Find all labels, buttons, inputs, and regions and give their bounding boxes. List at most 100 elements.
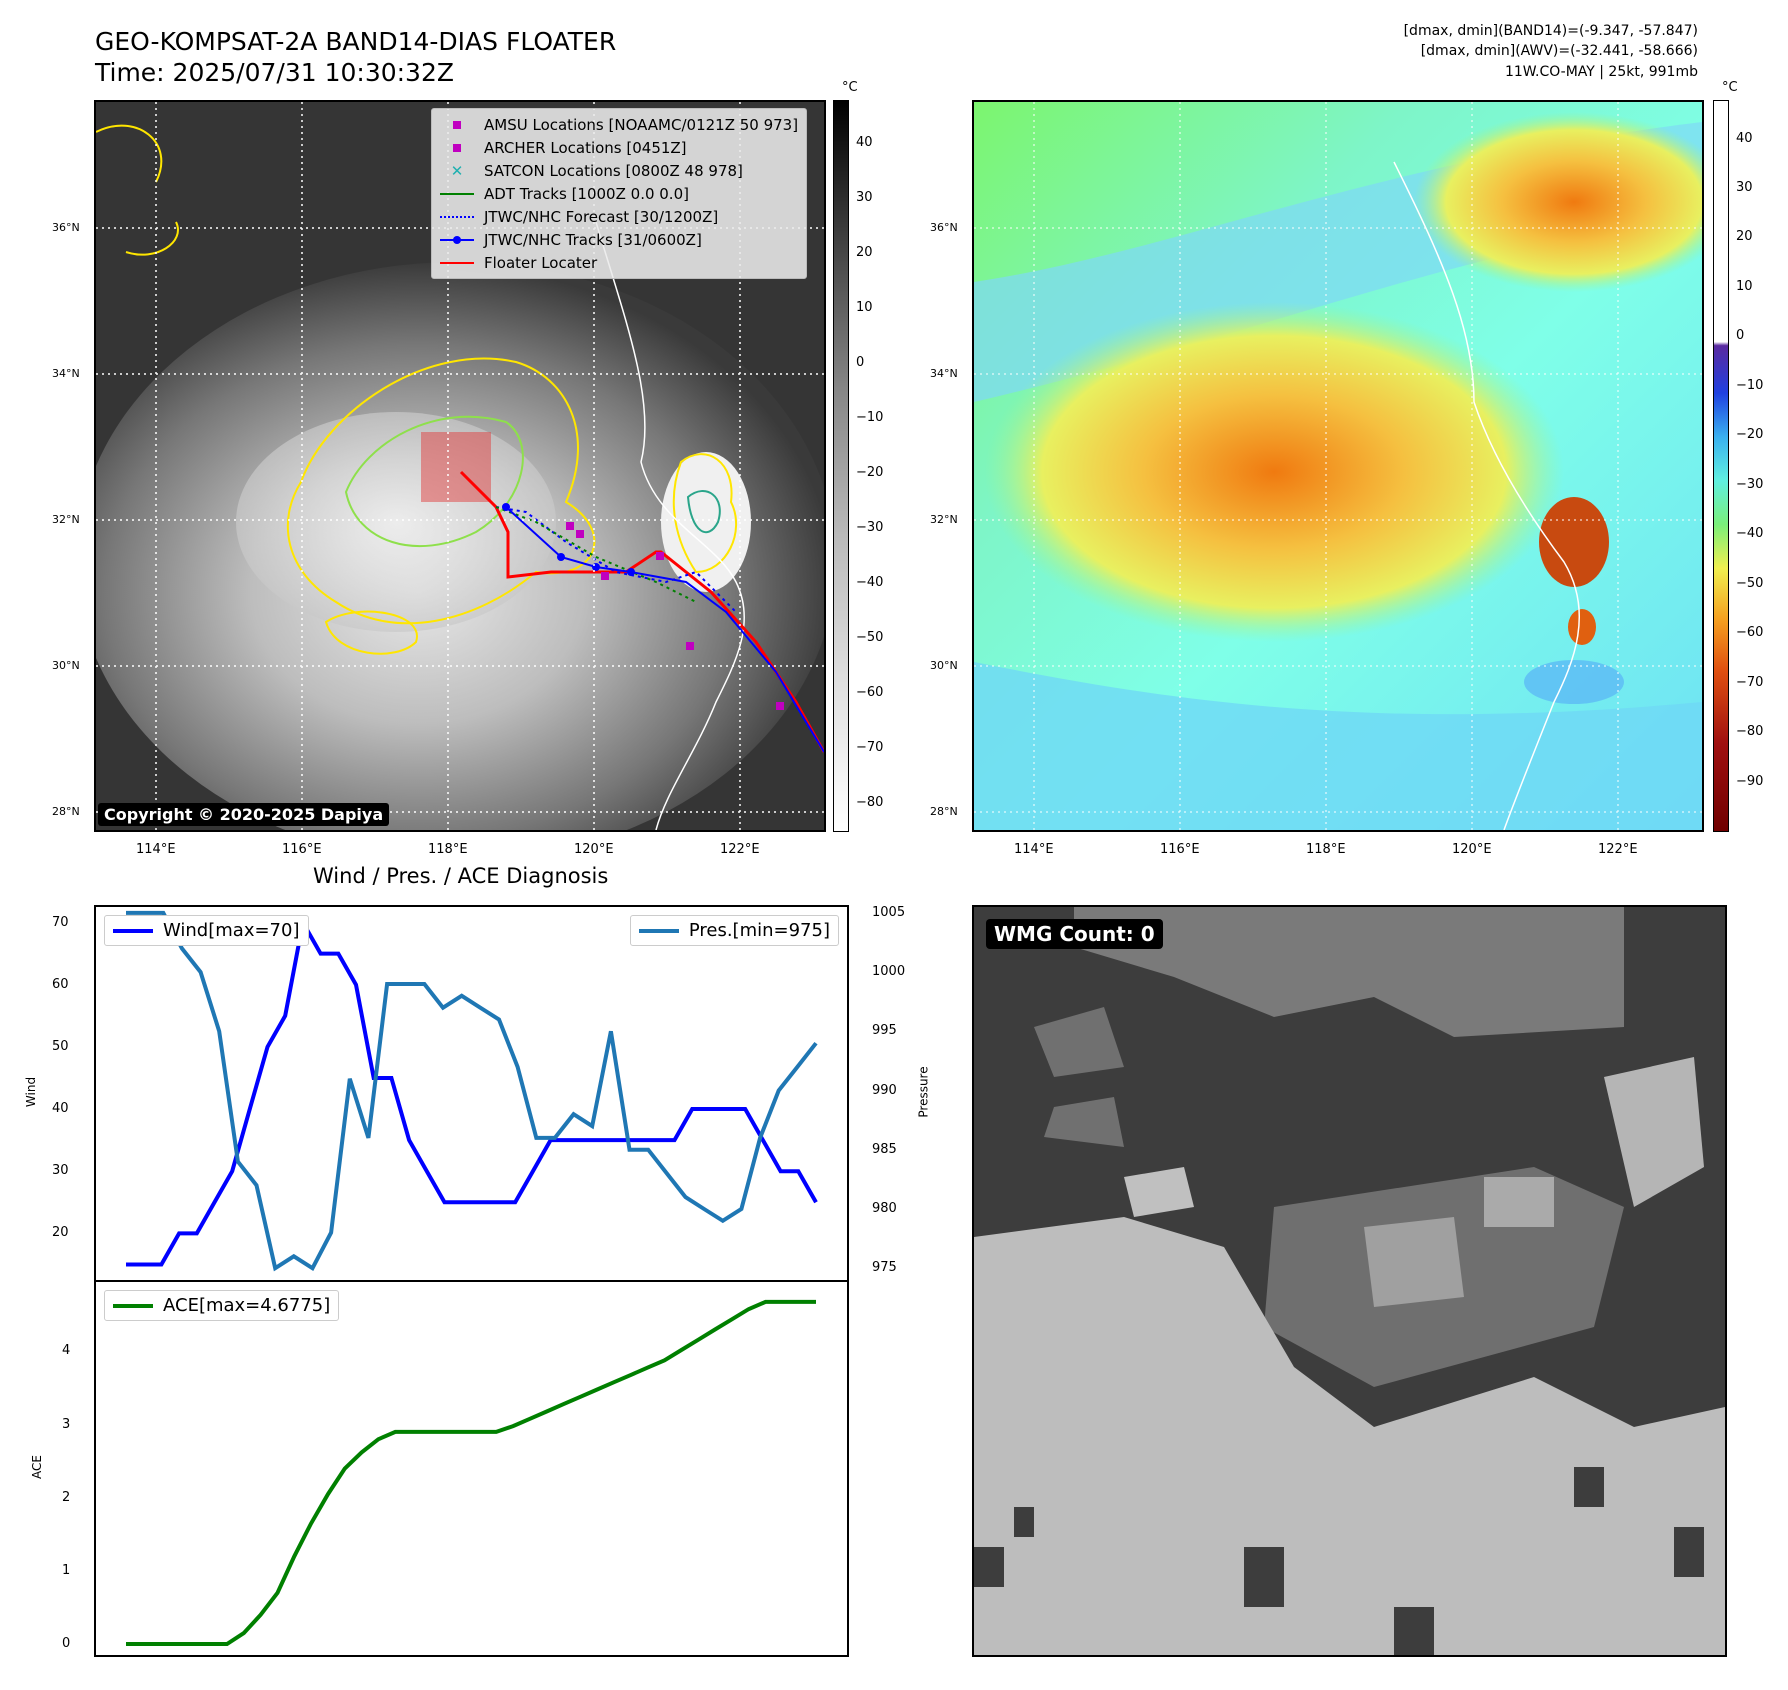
wv-lon-label: 118°E	[1306, 842, 1346, 857]
wind-axis-label: Wind	[24, 1076, 39, 1108]
figure-time: Time: 2025/07/31 10:30:32Z	[95, 58, 454, 87]
legend-label: ARCHER Locations [0451Z]	[484, 138, 687, 157]
wv-colorbar-tick: −90	[1736, 773, 1764, 789]
ace-series-line	[126, 1299, 816, 1646]
legend-label: JTWC/NHC Forecast [30/1200Z]	[484, 207, 719, 226]
ace-line-icon	[113, 1303, 153, 1308]
ir-lon-label: 118°E	[428, 842, 468, 857]
wv-colorbar-tick: 10	[1736, 278, 1753, 294]
marker-square-icon	[440, 141, 474, 155]
wv-colorbar	[1713, 100, 1729, 832]
ir-colorbar-tick: 10	[856, 300, 873, 316]
pres-legend-label: Pres.[min=975]	[688, 920, 830, 941]
legend-floater: Floater Locater	[440, 251, 798, 274]
ir-lon-label: 122°E	[720, 842, 760, 857]
wind-tick-label: 40	[52, 1101, 69, 1117]
legend-archer: ARCHER Locations [0451Z]	[440, 136, 798, 159]
wv-colorbar-tick: 0	[1736, 328, 1745, 344]
ace-tick-label: 4	[62, 1343, 71, 1359]
wind-pres-panel: Wind[max=70] Pres.[min=975]	[94, 905, 849, 1282]
wv-lon-label: 120°E	[1452, 842, 1492, 857]
marker-square-icon	[440, 118, 474, 132]
ir-lat-label: 36°N	[52, 221, 80, 234]
wv-lat-label: 30°N	[930, 659, 958, 672]
ir-lat-label: 28°N	[52, 805, 80, 818]
ace-plot	[126, 1299, 816, 1646]
ace-axis-label: ACE	[29, 1455, 44, 1479]
ace-tick-label: 0	[62, 1636, 71, 1652]
ir-lat-label: 34°N	[52, 367, 80, 380]
ir-colorbar-tick: −30	[856, 520, 884, 536]
dmax-awv: [dmax, dmin](AWV)=(-32.441, -58.666)	[1420, 43, 1698, 59]
ir-map-legend: AMSU Locations [NOAAMC/0121Z 50 973] ARC…	[431, 108, 808, 279]
wv-colorbar-tick: 40	[1736, 130, 1753, 146]
figure-title: GEO-KOMPSAT-2A BAND14-DIAS FLOATER	[95, 27, 617, 56]
pres-legend: Pres.[min=975]	[629, 915, 839, 946]
pres-tick-label: 1005	[872, 904, 906, 920]
wv-map-panel	[972, 100, 1704, 832]
legend-amsu: AMSU Locations [NOAAMC/0121Z 50 973]	[440, 113, 798, 136]
wv-lon-label: 122°E	[1598, 842, 1638, 857]
ir-colorbar-tick: −40	[856, 575, 884, 591]
ir-colorbar	[833, 100, 849, 832]
wmg-image	[974, 907, 1725, 1655]
dmax-band14: [dmax, dmin](BAND14)=(-9.347, -57.847)	[1403, 23, 1698, 39]
wv-colorbar-tick: −30	[1736, 476, 1764, 492]
dotted-line-icon	[440, 210, 474, 224]
marker-x-icon: ✕	[450, 161, 464, 180]
wv-lat-label: 34°N	[930, 367, 958, 380]
wind-line-icon	[113, 928, 153, 933]
pres-tick-label: 990	[872, 1082, 897, 1098]
legend-jtwc-tracks: JTWC/NHC Tracks [31/0600Z]	[440, 228, 798, 251]
wv-colorbar-tick: −40	[1736, 526, 1764, 542]
legend-adt: ADT Tracks [1000Z 0.0 0.0]	[440, 182, 798, 205]
wv-cbar-unit: °C	[1722, 80, 1738, 95]
wv-lon-label: 116°E	[1160, 842, 1200, 857]
wind-series-line	[126, 916, 818, 1267]
wv-lat-label: 32°N	[930, 513, 958, 526]
legend-label: SATCON Locations [0800Z 48 978]	[484, 161, 743, 180]
pres-tick-label: 975	[872, 1260, 897, 1276]
ir-lat-label: 30°N	[52, 659, 80, 672]
ir-colorbar-tick: 0	[856, 355, 865, 371]
ir-cbar-unit: °C	[842, 80, 858, 95]
pres-tick-label: 985	[872, 1141, 897, 1157]
ir-lon-label: 114°E	[136, 842, 176, 857]
legend-satcon: ✕ SATCON Locations [0800Z 48 978]	[440, 159, 798, 182]
wind-pres-plot	[126, 910, 818, 1272]
ir-lat-label: 32°N	[52, 513, 80, 526]
ir-colorbar-tick: 20	[856, 245, 873, 261]
legend-jtwc-forecast: JTWC/NHC Forecast [30/1200Z]	[440, 205, 798, 228]
wv-colorbar-tick: −80	[1736, 724, 1764, 740]
ir-colorbar-tick: −80	[856, 795, 884, 811]
ace-tick-label: 2	[62, 1489, 71, 1505]
wv-colorbar-tick: −20	[1736, 427, 1764, 443]
ir-colorbar-tick: −50	[856, 630, 884, 646]
wv-map-image	[974, 102, 1702, 830]
legend-label: AMSU Locations [NOAAMC/0121Z 50 973]	[484, 115, 799, 134]
ir-colorbar-tick: −60	[856, 685, 884, 701]
wv-lat-label: 28°N	[930, 805, 958, 818]
legend-label: ADT Tracks [1000Z 0.0 0.0]	[484, 184, 689, 203]
wind-tick-label: 30	[52, 1163, 69, 1179]
wind-legend: Wind[max=70]	[104, 915, 309, 946]
line-icon	[440, 256, 474, 270]
pres-line-icon	[638, 928, 679, 933]
wv-lon-label: 114°E	[1014, 842, 1054, 857]
line-dot-icon	[440, 233, 474, 247]
pres-axis-label: Pressure	[916, 1066, 931, 1118]
wv-colorbar-tick: −10	[1736, 377, 1764, 393]
ir-lon-label: 116°E	[282, 842, 322, 857]
pres-tick-label: 1000	[872, 964, 906, 980]
wv-colorbar-tick: −50	[1736, 575, 1764, 591]
ace-legend: ACE[max=4.6775]	[104, 1290, 340, 1321]
ir-colorbar-tick: 30	[856, 190, 873, 206]
copyright-badge: Copyright © 2020-2025 Dapiya	[98, 803, 390, 826]
wv-lat-label: 36°N	[930, 221, 958, 234]
pres-series-line	[126, 910, 818, 1272]
ir-colorbar-tick: −20	[856, 465, 884, 481]
wv-colorbar-tick: 20	[1736, 229, 1753, 245]
ace-legend-label: ACE[max=4.6775]	[163, 1295, 331, 1316]
line-icon	[440, 187, 474, 201]
ace-tick-label: 1	[62, 1562, 71, 1578]
